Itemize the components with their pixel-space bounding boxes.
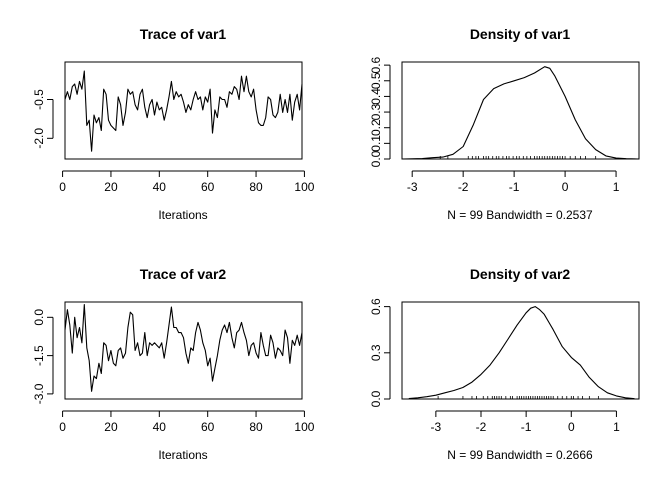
plot-frame xyxy=(402,302,639,399)
y-tick-label: 0.3 xyxy=(369,344,383,361)
density-curve xyxy=(402,67,639,159)
panel-trace-var2: Trace of var2 Iterations 0 20 40 60 80 100 0.0… xyxy=(32,266,315,462)
x-tick-label: -1 xyxy=(509,180,520,194)
x-axis-label: N = 99 Bandwidth = 0.2666 xyxy=(447,448,593,462)
plot-frame xyxy=(402,62,639,159)
x-tick-label: 0 xyxy=(59,180,66,194)
x-tick-label: 1 xyxy=(613,180,620,194)
chart-title: Trace of var1 xyxy=(140,26,227,42)
y-tick-label: 0.1 xyxy=(369,135,383,152)
y-tick-label: 0.4 xyxy=(369,88,383,105)
chart-title: Density of var1 xyxy=(470,26,571,42)
panel-trace-var1: Trace of var1 Iterations 0 20 40 60 80 100 -0.… xyxy=(32,26,315,222)
y-tick-label: 0.3 xyxy=(369,103,383,120)
x-tick-label: 80 xyxy=(249,420,263,434)
y-tick-label: 0.6 xyxy=(369,56,383,73)
y-tick-label: -1.5 xyxy=(32,345,46,366)
plot-frame xyxy=(65,302,302,399)
y-tick-label: -2.0 xyxy=(32,128,46,149)
x-tick-label: 100 xyxy=(294,180,314,194)
x-tick-label: 0 xyxy=(568,420,575,434)
y-tick-label: 0.0 xyxy=(32,309,46,326)
x-tick-label: 20 xyxy=(104,180,118,194)
y-tick-label: 0.0 xyxy=(369,150,383,167)
chart-title: Trace of var2 xyxy=(140,266,227,282)
x-tick-label: 40 xyxy=(153,180,167,194)
chart-title: Density of var2 xyxy=(470,266,571,282)
x-tick-label: 100 xyxy=(294,420,314,434)
x-tick-label: 0 xyxy=(562,180,569,194)
y-tick-label: 0.6 xyxy=(369,298,383,315)
x-tick-label: -3 xyxy=(431,420,442,434)
x-tick-label: 0 xyxy=(59,420,66,434)
x-axis-label: N = 99 Bandwidth = 0.2537 xyxy=(447,208,593,222)
x-tick-label: 1 xyxy=(613,420,620,434)
x-tick-label: -2 xyxy=(476,420,487,434)
x-tick-label: 40 xyxy=(153,420,167,434)
trace-line xyxy=(65,305,302,392)
x-tick-label: -1 xyxy=(521,420,532,434)
y-tick-label: 0.5 xyxy=(369,72,383,89)
x-tick-label: -2 xyxy=(458,180,469,194)
y-tick-label: 0.0 xyxy=(369,390,383,407)
panel-density-var1: Density of var1 N = 99 Bandwidth = 0.253… xyxy=(369,26,639,222)
x-tick-label: 80 xyxy=(249,180,263,194)
x-tick-label: 60 xyxy=(201,420,215,434)
x-tick-label: 60 xyxy=(201,180,215,194)
y-tick-label: -0.5 xyxy=(32,89,46,110)
y-tick-label: 0.2 xyxy=(369,119,383,136)
x-axis-label: Iterations xyxy=(158,448,207,462)
density-curve xyxy=(409,307,635,399)
x-tick-label: 20 xyxy=(104,420,118,434)
y-tick-label: -3.0 xyxy=(32,383,46,404)
trace-line xyxy=(65,71,302,151)
x-tick-label: -3 xyxy=(407,180,418,194)
panel-density-var2: Density of var2 N = 99 Bandwidth = 0.266… xyxy=(369,266,639,462)
x-axis-label: Iterations xyxy=(158,208,207,222)
